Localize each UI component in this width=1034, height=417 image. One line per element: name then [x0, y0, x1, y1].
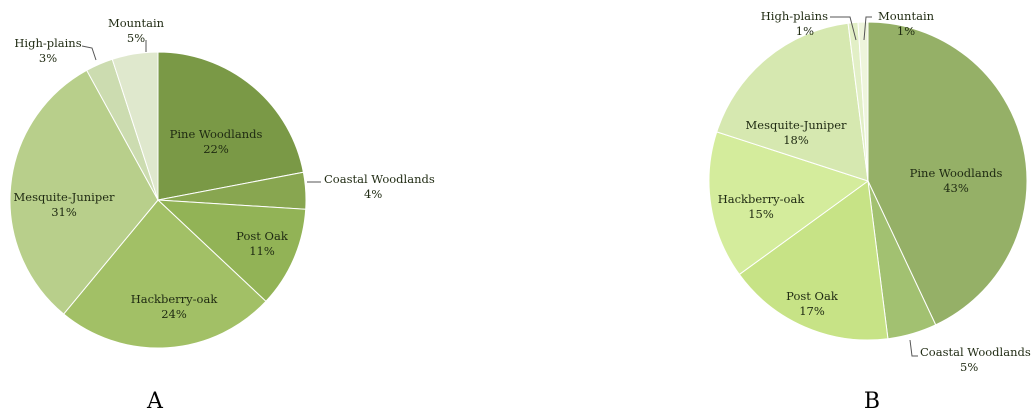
- pie-a-label-post-oak: Post Oak 11%: [236, 229, 289, 258]
- pie-b-slice-pine-woodlands: [867, 21, 1028, 326]
- pie-chart-a: Pine Woodlands 22% Coastal Woodlands 4% Post…: [9, 16, 435, 349]
- pie-b-label-mountain: Mountain 1%: [878, 9, 935, 38]
- pie-a-label-coastal-woodlands: Coastal Woodlands 4%: [324, 172, 435, 201]
- pie-a-leader-high-plains: [81, 45, 97, 61]
- pie-b-leader-coastal-woodlands: [909, 339, 918, 357]
- pie-a-slice-mountain: [111, 51, 159, 201]
- pie-b-leader-high-plains: [830, 16, 857, 41]
- pie-b-leader-mountain: [863, 16, 872, 41]
- pie-b-label-post-oak: Post Oak 17%: [786, 289, 839, 318]
- pie-chart-b: Pine Woodlands 43% Coastal Woodlands 5% Post…: [708, 9, 1031, 374]
- pie-b-label-coastal-woodlands: Coastal Woodlands 5%: [920, 345, 1031, 374]
- pie-a-label-high-plains: High-plains 3%: [14, 36, 81, 65]
- pie-b-label-pine-woodlands: Pine Woodlands 43%: [910, 166, 1003, 195]
- pie-a-label-hackberry-oak: Hackberry-oak 24%: [131, 292, 219, 321]
- panel-label-a: A: [146, 389, 164, 414]
- pie-b-slice-post-oak: [738, 180, 889, 341]
- pie-a-label-mountain: Mountain 5%: [108, 16, 165, 45]
- pie-a-slice-pine-woodlands: [157, 51, 304, 201]
- panel-label-b: B: [864, 389, 880, 414]
- pie-b-slice-mountain: [857, 21, 869, 182]
- pie-a-label-mesquite-juniper: Mesquite-Juniper 31%: [13, 190, 115, 219]
- pie-a-slice-post-oak: [156, 199, 307, 303]
- pie-b-slice-hackberry-oak: [708, 131, 870, 276]
- pie-a-slice-mesquite-juniper: [9, 69, 159, 315]
- pie-a-label-pine-woodlands: Pine Woodlands 22%: [170, 127, 263, 156]
- pie-a-slice-hackberry-oak: [62, 199, 267, 349]
- pie-b-slice-mesquite-juniper: [716, 22, 869, 182]
- pie-b-label-hackberry-oak: Hackberry-oak 15%: [718, 192, 806, 221]
- pie-b-label-mesquite-juniper: Mesquite-Juniper 18%: [745, 118, 847, 147]
- pie-b-label-high-plains: High-plains 1%: [761, 9, 828, 38]
